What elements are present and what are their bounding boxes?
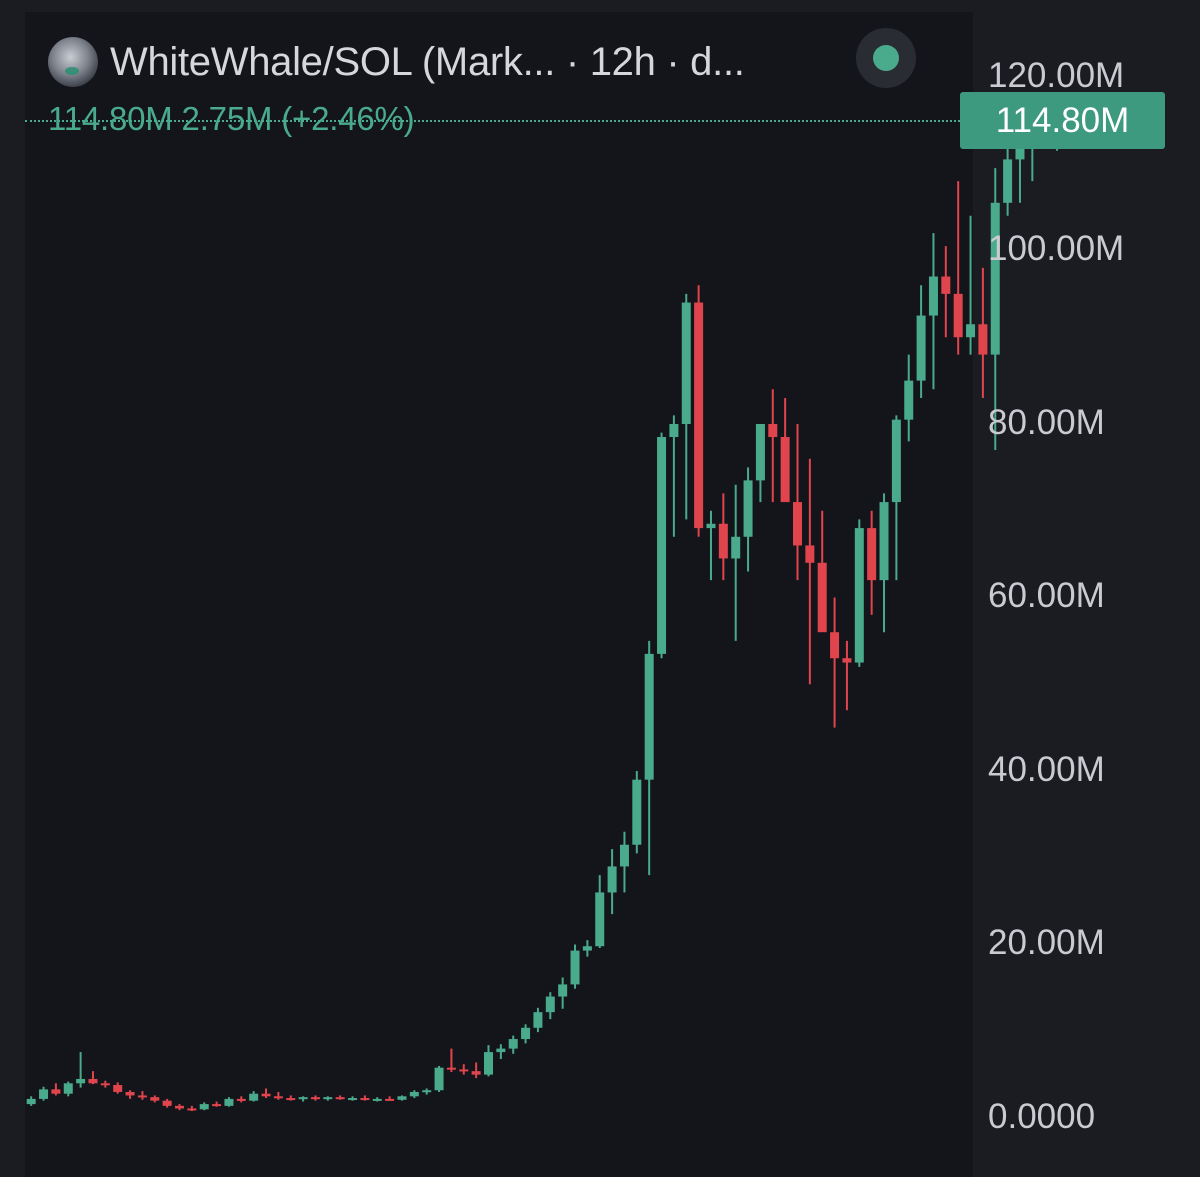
- live-status-button[interactable]: [856, 28, 916, 88]
- candle-body[interactable]: [954, 294, 963, 337]
- candle-body[interactable]: [422, 1090, 431, 1092]
- candle-body[interactable]: [546, 997, 555, 1013]
- candle-body[interactable]: [299, 1097, 308, 1099]
- candle-body[interactable]: [27, 1099, 36, 1104]
- candle-body[interactable]: [842, 658, 851, 662]
- candle-body[interactable]: [991, 203, 1000, 355]
- last-price-tag: 114.80M: [960, 92, 1165, 149]
- candle-body[interactable]: [286, 1098, 295, 1100]
- candle-body[interactable]: [163, 1101, 172, 1106]
- y-axis-tick-label: 60.00M: [988, 576, 1105, 616]
- candle-body[interactable]: [459, 1069, 468, 1071]
- y-axis-tick-label: 20.00M: [988, 923, 1105, 963]
- candle-body[interactable]: [892, 420, 901, 502]
- candle-body[interactable]: [744, 480, 753, 536]
- candle-body[interactable]: [150, 1097, 159, 1100]
- ohlc-legend: 114.80M 2.75M (+2.46%): [48, 100, 414, 138]
- candle-body[interactable]: [212, 1104, 221, 1106]
- candle-body[interactable]: [496, 1049, 505, 1052]
- candle-body[interactable]: [484, 1052, 493, 1075]
- candle-body[interactable]: [88, 1079, 97, 1083]
- candle-body[interactable]: [682, 303, 691, 424]
- candle-body[interactable]: [126, 1092, 135, 1095]
- candle-body[interactable]: [533, 1012, 542, 1028]
- candle-body[interactable]: [941, 277, 950, 294]
- candle-body[interactable]: [719, 524, 728, 559]
- candle-body[interactable]: [645, 654, 654, 780]
- y-axis-tick-label: 0.0000: [988, 1097, 1095, 1137]
- candle-body[interactable]: [558, 984, 567, 996]
- candle-body[interactable]: [237, 1099, 246, 1101]
- y-axis-tick-label: 40.00M: [988, 750, 1105, 790]
- candle-body[interactable]: [880, 502, 889, 580]
- candle-body[interactable]: [175, 1106, 184, 1109]
- chart-header[interactable]: WhiteWhale/SOL (Mark... · 12h · d...: [48, 34, 745, 90]
- candles-group: [27, 101, 1062, 1111]
- candle-body[interactable]: [509, 1039, 518, 1049]
- candle-body[interactable]: [608, 866, 617, 892]
- candle-body[interactable]: [373, 1099, 382, 1101]
- candle-body[interactable]: [805, 545, 814, 562]
- y-axis-tick-label: 120.00M: [988, 56, 1124, 96]
- candle-body[interactable]: [571, 951, 580, 985]
- candle-body[interactable]: [867, 528, 876, 580]
- candle-body[interactable]: [929, 277, 938, 316]
- candle-body[interactable]: [917, 316, 926, 381]
- candle-body[interactable]: [274, 1096, 283, 1098]
- candle-body[interactable]: [768, 424, 777, 437]
- candle-body[interactable]: [311, 1097, 320, 1099]
- candle-body[interactable]: [39, 1089, 48, 1099]
- candle-body[interactable]: [521, 1028, 530, 1039]
- candle-body[interactable]: [904, 381, 913, 420]
- candle-body[interactable]: [224, 1099, 233, 1106]
- candle-body[interactable]: [397, 1096, 406, 1099]
- candle-body[interactable]: [1003, 159, 1012, 202]
- candle-body[interactable]: [830, 632, 839, 658]
- candle-body[interactable]: [323, 1097, 332, 1099]
- candle-body[interactable]: [101, 1083, 110, 1085]
- candle-body[interactable]: [472, 1071, 481, 1074]
- candle-body[interactable]: [360, 1098, 369, 1100]
- candle-body[interactable]: [781, 437, 790, 502]
- candle-body[interactable]: [694, 303, 703, 529]
- candle-body[interactable]: [447, 1068, 456, 1070]
- candle-body[interactable]: [410, 1092, 419, 1096]
- candle-body[interactable]: [336, 1097, 345, 1099]
- candle-body[interactable]: [620, 845, 629, 867]
- candle-body[interactable]: [756, 424, 765, 480]
- candle-body[interactable]: [385, 1099, 394, 1101]
- candle-body[interactable]: [793, 502, 802, 545]
- candle-body[interactable]: [200, 1104, 209, 1109]
- candle-body[interactable]: [187, 1108, 196, 1110]
- y-axis-tick-label: 100.00M: [988, 229, 1124, 269]
- candle-body[interactable]: [731, 537, 740, 559]
- y-axis-tick-label: 80.00M: [988, 403, 1105, 443]
- candle-body[interactable]: [76, 1079, 85, 1083]
- live-status-dot-icon: [873, 45, 899, 71]
- candle-body[interactable]: [583, 946, 592, 950]
- candle-body[interactable]: [669, 424, 678, 437]
- candle-body[interactable]: [249, 1094, 258, 1101]
- candle-body[interactable]: [818, 563, 827, 632]
- candle-body[interactable]: [855, 528, 864, 662]
- candle-body[interactable]: [706, 524, 715, 528]
- candle-body[interactable]: [435, 1068, 444, 1091]
- candle-body[interactable]: [632, 780, 641, 845]
- candle-body[interactable]: [978, 324, 987, 354]
- candle-body[interactable]: [262, 1094, 271, 1097]
- candle-body[interactable]: [113, 1085, 122, 1092]
- candle-body[interactable]: [657, 437, 666, 654]
- chart-title[interactable]: WhiteWhale/SOL (Mark... · 12h · d...: [110, 40, 745, 85]
- candle-body[interactable]: [595, 892, 604, 946]
- candle-body[interactable]: [138, 1095, 147, 1097]
- candle-body[interactable]: [51, 1089, 60, 1093]
- token-avatar-icon: [48, 37, 98, 87]
- candle-body[interactable]: [64, 1083, 73, 1093]
- candle-body[interactable]: [348, 1098, 357, 1100]
- candle-body[interactable]: [966, 324, 975, 337]
